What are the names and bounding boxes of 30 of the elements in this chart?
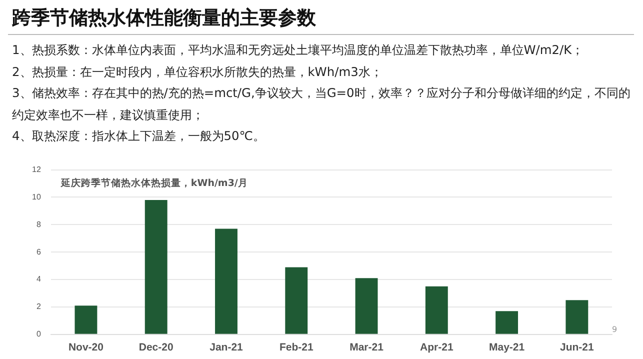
text: 延庆跨季节储热水体热损量，kWh/m3/月 (60, 176, 248, 189)
y-tick-label: 8 (36, 220, 42, 229)
chart-title: 跨季节储热水体性能衡量的主要参数 (12, 6, 316, 31)
bar (425, 286, 448, 334)
y-tick-label: 4 (36, 274, 42, 284)
bar (355, 278, 378, 334)
text: 1、热损系数：水体单位内表面，平均水温和无穷远处土壤平均温度的单位温差下散热功率，单位W/m2/K； (12, 42, 585, 59)
x-tick-label: Jun-21 (560, 342, 594, 354)
y-tick-label: 6 (36, 247, 42, 256)
y-tick-label: 2 (36, 302, 42, 312)
x-tick-label: Nov-20 (68, 342, 104, 354)
x-tick-label: Apr-21 (420, 342, 454, 354)
x-tick-label: May-21 (488, 342, 525, 354)
bar (285, 267, 308, 334)
x-tick-label: Dec-20 (138, 342, 174, 354)
text: 3、储热效率：存在其中的热/充的热=mct/G,争议较大，当G=0时，效率？？应对分子和分母做详细的约定，不同的约定效率也不一样，建议慎重使用； (12, 85, 632, 124)
y-tick-label: 12 (32, 165, 42, 174)
x-tick-label: Mar-21 (350, 342, 384, 354)
bar (144, 200, 168, 334)
y-tick-label: 10 (32, 192, 42, 202)
bar (74, 306, 98, 334)
x-tick-label: Feb-21 (279, 342, 314, 354)
text: 2、热损量：在一定时段内，单位容积水所散失的热量，kWh/m3水； (12, 64, 384, 80)
text: 4、取热深度：指水体上下温差，一般为50℃。 (12, 128, 266, 145)
bar (496, 311, 518, 334)
y-tick-label: 0 (36, 330, 42, 339)
x-tick-label: Jan-21 (210, 342, 244, 354)
bar (215, 228, 238, 334)
annotation: 9 (612, 325, 618, 334)
bar (566, 300, 588, 334)
